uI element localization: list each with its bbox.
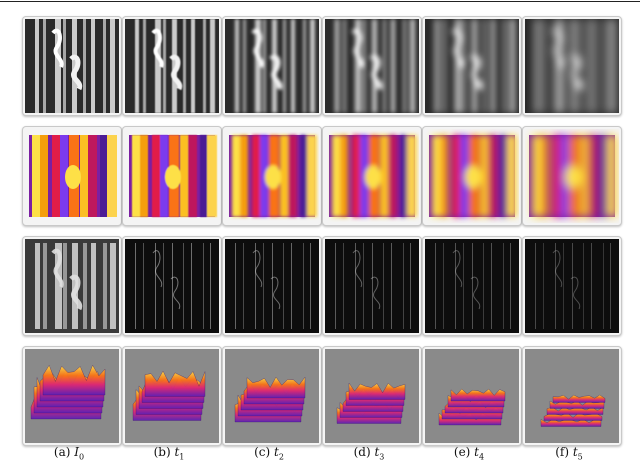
caption-label: (d) (353, 445, 375, 459)
caption-label: (b) (153, 445, 175, 459)
subfigure-caption: (e) t4 (419, 445, 519, 461)
caption-subscript: 2 (278, 452, 284, 462)
subfigure-caption: (d) t3 (319, 445, 419, 461)
caption-label: (a) (53, 445, 75, 459)
panel-residual-image-6 (522, 236, 622, 336)
panel-surface-plot-top-view-5 (422, 126, 522, 226)
caption-label: (f) (555, 445, 573, 459)
panel-grayscale-image-2 (122, 16, 222, 116)
grayscale-image-graphic (525, 19, 619, 113)
residual-image-graphic (525, 239, 619, 333)
panel-surface-plot-3d-5 (422, 346, 522, 446)
subfigure-caption: (b) t1 (119, 445, 219, 461)
caption-subscript: 3 (379, 452, 385, 462)
panel-residual-image-3 (222, 236, 322, 336)
surface-plot-top-view-graphic (129, 135, 217, 217)
caption-symbol: I (74, 445, 79, 459)
panel-grayscale-image-3 (222, 16, 322, 116)
panel-residual-image-1 (22, 236, 122, 336)
grayscale-image-graphic (25, 19, 119, 113)
panel-surface-plot-3d-3 (222, 346, 322, 446)
subfigure-caption: (a) I0 (19, 445, 119, 461)
grayscale-image-graphic (325, 19, 419, 113)
residual-image-graphic (225, 239, 319, 333)
panel-grayscale-image-1 (22, 16, 122, 116)
residual-image-graphic (325, 239, 419, 333)
panel-surface-plot-3d-1 (22, 346, 122, 446)
top-rule (0, 1, 640, 2)
residual-image-graphic (125, 239, 219, 333)
panel-surface-plot-3d-4 (322, 346, 422, 446)
surface-plot-top-view-graphic (529, 135, 617, 217)
panel-surface-plot-3d-6 (522, 346, 622, 446)
caption-subscript: 4 (479, 452, 485, 462)
surface-plot-3d-graphic (325, 349, 419, 443)
surface-plot-3d-graphic (125, 349, 219, 443)
residual-image-graphic (25, 239, 119, 333)
caption-symbol: t (474, 445, 479, 459)
caption-label: (c) (254, 445, 274, 459)
panel-grayscale-image-6 (522, 16, 622, 116)
residual-image-graphic (425, 239, 519, 333)
panel-residual-image-2 (122, 236, 222, 336)
caption-symbol: t (572, 445, 578, 459)
panel-grayscale-image-4 (322, 16, 422, 116)
subfigure-caption: (c) t2 (219, 445, 319, 461)
grayscale-image-graphic (425, 19, 519, 113)
panel-surface-plot-top-view-3 (222, 126, 322, 226)
caption-subscript: 0 (79, 452, 85, 462)
surface-plot-3d-graphic (25, 349, 119, 443)
panel-surface-plot-top-view-6 (522, 126, 622, 226)
surface-plot-3d-graphic (225, 349, 319, 443)
panel-surface-plot-top-view-2 (122, 126, 222, 226)
panel-residual-image-4 (322, 236, 422, 336)
subfigure-caption: (f) t5 (519, 445, 619, 461)
panel-grayscale-image-5 (422, 16, 522, 116)
surface-plot-top-view-graphic (229, 135, 317, 217)
surface-plot-top-view-graphic (29, 135, 117, 217)
caption-symbol: t (174, 445, 180, 459)
panel-surface-plot-top-view-1 (22, 126, 122, 226)
caption-subscript: 1 (179, 452, 185, 462)
caption-symbol: t (273, 445, 279, 459)
caption-symbol: t (374, 445, 380, 459)
surface-plot-3d-graphic (425, 349, 519, 443)
surface-plot-3d-graphic (525, 349, 619, 443)
panel-residual-image-5 (422, 236, 522, 336)
panel-surface-plot-top-view-4 (322, 126, 422, 226)
caption-label: (e) (453, 445, 475, 459)
caption-subscript: 5 (577, 452, 583, 462)
surface-plot-top-view-graphic (329, 135, 417, 217)
panel-surface-plot-3d-2 (122, 346, 222, 446)
grayscale-image-graphic (125, 19, 219, 113)
surface-plot-top-view-graphic (429, 135, 517, 217)
grayscale-image-graphic (225, 19, 319, 113)
